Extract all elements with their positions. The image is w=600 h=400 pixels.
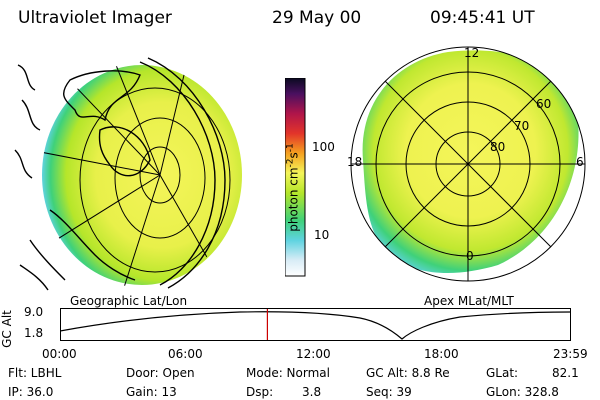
info-door: Door: Open <box>126 366 195 380</box>
info-filter: Flt: LBHL <box>8 366 62 380</box>
timeline-xtick-0000: 00:00 <box>42 347 77 361</box>
mlat-label-80: 80 <box>490 140 506 154</box>
timeline-ylabel: GC Alt <box>0 310 14 348</box>
mlt-label-18: 18 <box>347 155 363 169</box>
mlt-label-6: 6 <box>576 155 584 169</box>
date-readout: 29 May 00 <box>272 8 362 28</box>
info-seq: Seq: 39 <box>366 385 412 399</box>
info-dsp-label: Dsp: <box>246 385 274 399</box>
timeline-plot <box>60 308 571 341</box>
timeline-xtick-0600: 06:00 <box>168 347 203 361</box>
time-readout: 09:45:41 UT <box>430 8 535 28</box>
timeline-xtick-1800: 18:00 <box>424 347 459 361</box>
geographic-map <box>14 57 242 291</box>
timeline-ytick-low: 1.8 <box>24 326 44 340</box>
colorbar-tick-10: 10 <box>314 228 330 242</box>
info-glat-value: 82.1 <box>552 366 579 380</box>
mlat-label-70: 70 <box>514 119 530 133</box>
magnetic-map-label: Apex MLat/MLT <box>424 294 514 308</box>
mlat-label-60: 60 <box>536 97 552 111</box>
info-mode: Mode: Normal <box>246 366 330 380</box>
geographic-map-label: Geographic Lat/Lon <box>70 294 188 308</box>
info-ip: IP: 36.0 <box>8 385 54 399</box>
timeline-ytick-high: 9.0 <box>24 305 44 319</box>
mlt-label-0: 0 <box>466 249 474 263</box>
mlt-label-12: 12 <box>464 46 480 60</box>
page-title: Ultraviolet Imager <box>18 8 172 28</box>
info-gain: Gain: 13 <box>126 385 177 399</box>
geographic-aurora-image <box>42 65 242 285</box>
timeline-xtick-2359: 23:59 <box>553 347 588 361</box>
info-glon: GLon: 328.8 <box>486 385 559 399</box>
timeline-ylabel-wrap: GC Alt <box>0 310 14 350</box>
timeline-xtick-1200: 12:00 <box>296 347 331 361</box>
colorbar-tick-100: 100 <box>312 140 335 154</box>
info-glat-label: GLat: <box>486 366 519 380</box>
info-gc-alt: GC Alt: 8.8 Re <box>366 366 450 380</box>
info-dsp-value: 3.8 <box>302 385 322 399</box>
colorbar-label: photon cm-2s-1 <box>285 143 301 232</box>
magnetic-map <box>350 46 586 282</box>
colorbar <box>285 78 306 277</box>
